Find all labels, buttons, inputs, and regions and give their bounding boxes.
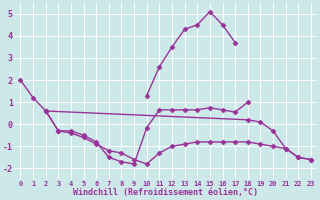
X-axis label: Windchill (Refroidissement éolien,°C): Windchill (Refroidissement éolien,°C): [73, 188, 258, 197]
